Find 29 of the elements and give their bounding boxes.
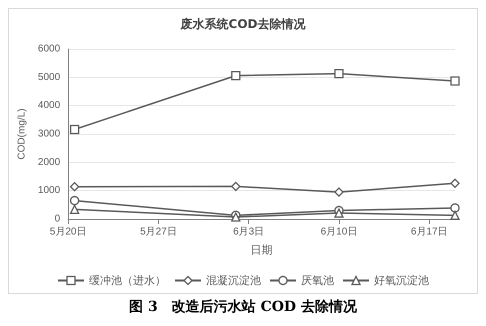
x-tick-label: 5月20日: [50, 226, 86, 238]
y-tick-label: 0: [54, 214, 61, 224]
legend-label: 混凝沉淀池: [206, 274, 261, 287]
legend-label: 好氧沉淀池: [374, 274, 429, 287]
point: [450, 178, 460, 188]
point: [334, 187, 344, 197]
point: [334, 208, 344, 218]
chart-title: 废水系统COD去除情况: [180, 17, 306, 31]
caption: 图 3 改造后污水站 COD 去除情况: [128, 298, 358, 316]
x-axis-title: 日期: [250, 244, 273, 256]
y-tick-label: 4000: [38, 100, 61, 112]
x-tick-label: 6月17日: [410, 226, 448, 238]
y-tick-label: 3000: [38, 128, 61, 140]
point: [450, 76, 460, 86]
point: [450, 210, 460, 220]
x-tick-label: 6月10日: [320, 226, 358, 238]
y-tick-label: 6000: [38, 44, 61, 54]
y-axis-title: COD(mg/L): [16, 108, 28, 160]
point: [334, 69, 344, 78]
point: [231, 182, 240, 192]
point: [231, 70, 240, 80]
legend-label: 缓冲池（进水）: [89, 274, 166, 287]
y-tick-label: 5000: [38, 72, 61, 83]
legend-label: 厌氧池: [301, 274, 334, 287]
y-tick-label: 2000: [38, 156, 61, 168]
x-tick-label: 6月3日: [233, 226, 264, 238]
y-tick-label: 1000: [38, 185, 61, 196]
point: [450, 203, 460, 213]
x-tick-label: 5月27日: [140, 226, 177, 238]
